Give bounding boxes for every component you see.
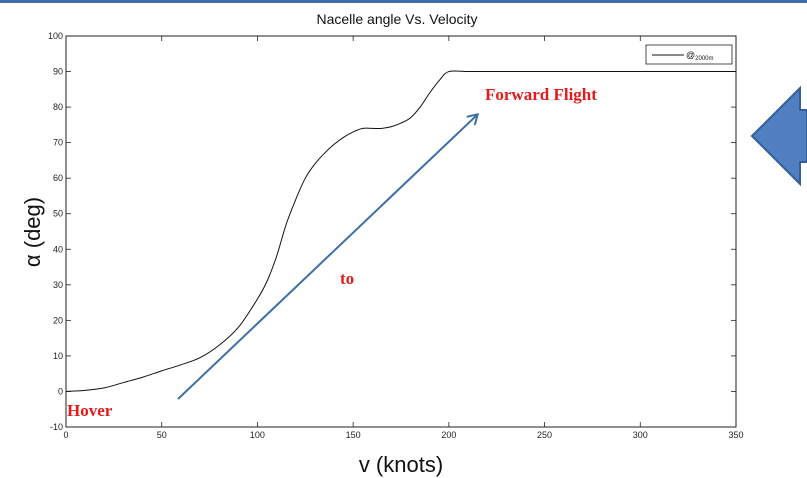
- legend-entry-label: @: [686, 50, 695, 60]
- legend-entry-subscript: 2000m: [695, 56, 713, 62]
- plot-area: [65, 35, 737, 428]
- legend-entry: @2000m: [686, 50, 714, 62]
- y-tick-label: 90: [53, 67, 63, 77]
- x-axis-label: v (knots): [359, 452, 443, 477]
- annotation-hover: Hover: [67, 401, 113, 420]
- axis-ticks: 0 50 100 150 200 250 300 350-100102030405060708…: [48, 31, 744, 440]
- series-line-2000m: [65, 70, 737, 392]
- chart-title: Nacelle angle Vs. Velocity: [316, 11, 477, 27]
- y-tick-label: 20: [53, 315, 63, 325]
- trend-arrow: [177, 115, 477, 400]
- x-tick-label: 50: [157, 430, 167, 440]
- x-tick-label: 250: [537, 430, 552, 440]
- y-tick-label: 40: [53, 244, 63, 254]
- y-tick-label: 30: [53, 280, 63, 290]
- x-tick-label: 100: [250, 430, 265, 440]
- x-tick-label: 350: [728, 430, 743, 440]
- top-rule: [0, 0, 807, 3]
- x-tick-label: 200: [441, 430, 456, 440]
- x-tick-label: 300: [633, 430, 648, 440]
- y-tick-label: 50: [53, 209, 63, 219]
- x-tick-label: 150: [346, 430, 361, 440]
- y-tick-label: 80: [53, 102, 63, 112]
- y-tick-label: 70: [53, 138, 63, 148]
- annotation-to: to: [340, 269, 354, 288]
- y-tick-label: 10: [53, 351, 63, 361]
- y-tick-label: 60: [53, 173, 63, 183]
- y-tick-label: -10: [50, 422, 63, 432]
- y-axis-label: α (deg): [20, 197, 45, 267]
- legend: @2000m: [645, 44, 733, 65]
- y-tick-label: 0: [58, 386, 63, 396]
- annotation-forward-flight: Forward Flight: [485, 85, 597, 104]
- y-tick-label: 100: [48, 31, 63, 41]
- series-layer: [65, 70, 737, 392]
- left-pointing-block-arrow-icon: [750, 85, 807, 187]
- x-tick-label: 0: [63, 430, 68, 440]
- legend-box: [645, 44, 733, 65]
